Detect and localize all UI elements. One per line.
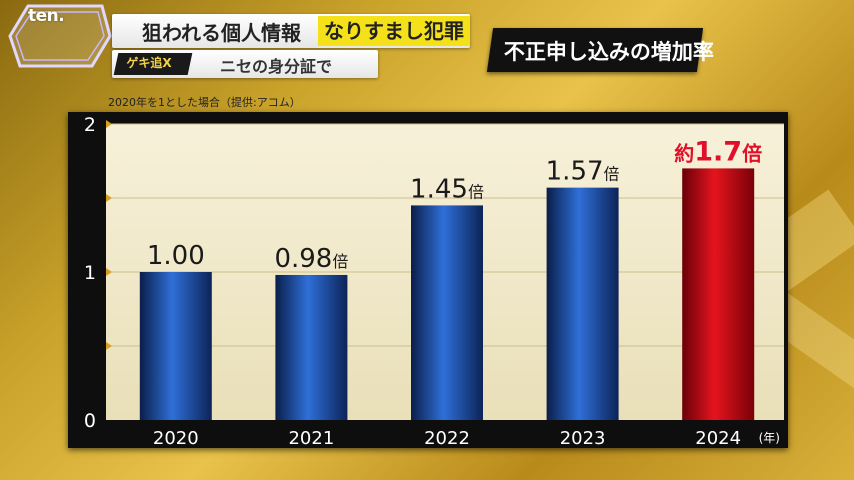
x-tick-label: 2021 xyxy=(288,428,334,448)
bar-chart: 0 1 2 2020 1.00 2021 0.98倍 2022 1.45倍 2023 1.57倍 20… xyxy=(84,114,784,448)
tick-marker-icon xyxy=(106,342,112,350)
x-tick-label: 2020 xyxy=(153,428,199,448)
y-tick-label: 2 xyxy=(84,114,96,136)
subtitle-bar: ゲキ追X ニセの身分証で xyxy=(112,50,378,78)
logo-frame-icon xyxy=(8,4,112,68)
y-tick-label: 1 xyxy=(84,262,96,284)
tick-marker-icon xyxy=(106,194,112,202)
bar xyxy=(411,205,483,420)
data-label: 約1.7倍 xyxy=(674,136,762,167)
data-label: 0.98倍 xyxy=(274,244,348,274)
x-tick-label: 2022 xyxy=(424,428,470,448)
tick-marker-icon xyxy=(106,120,112,128)
headline-highlight: なりすまし犯罪 xyxy=(318,16,470,46)
data-label: 1.45倍 xyxy=(410,174,484,204)
bar xyxy=(275,274,348,420)
bar xyxy=(139,272,212,420)
x-tick-label: 2023 xyxy=(560,428,606,448)
topic-box: 不正申し込みの増加率 xyxy=(486,28,714,72)
x-axis-unit-label: (年) xyxy=(759,431,780,445)
y-tick-label: 0 xyxy=(84,410,96,432)
segment-badge: ゲキ追X xyxy=(113,53,193,75)
chart-note: 2020年を1とした場合（提供:アコム） xyxy=(108,96,301,109)
subtitle: ニセの身分証で xyxy=(220,57,333,76)
segment-badge-label: ゲキ追X xyxy=(126,56,172,70)
headline-bar: 狙われる個人情報 なりすまし犯罪 xyxy=(112,14,470,48)
data-label: 1.57倍 xyxy=(546,157,620,187)
logo-text: ten. xyxy=(28,6,65,26)
headline-title: 狙われる個人情報 xyxy=(142,21,301,45)
chart-panel: 0 1 2 2020 1.00 2021 0.98倍 2022 1.45倍 2023 1.57倍 20… xyxy=(68,112,788,448)
channel-logo: ten. xyxy=(6,2,116,70)
data-label: 1.00 xyxy=(147,241,205,271)
topic-title: 不正申し込みの増加率 xyxy=(503,40,714,64)
x-tick-label: 2024 xyxy=(695,428,741,448)
bar-highlight xyxy=(682,168,755,420)
bar xyxy=(546,187,619,420)
tick-marker-icon xyxy=(106,268,112,276)
